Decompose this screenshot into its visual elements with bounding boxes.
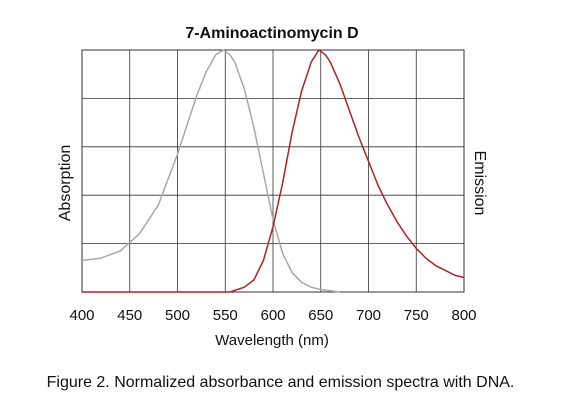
x-tick-label: 600	[260, 307, 285, 324]
x-tick-label: 800	[451, 307, 476, 324]
y-axis-label-right: Emission	[471, 151, 488, 216]
chart-title: 7-Aminoactinomycin D	[185, 25, 358, 42]
absorption-line	[81, 49, 340, 293]
x-axis-label: Wavelength (nm)	[215, 332, 329, 349]
plot-frame	[81, 49, 465, 293]
x-tick-label: 700	[356, 307, 381, 324]
x-tick-label: 450	[117, 307, 142, 324]
grid	[81, 50, 465, 292]
x-tick-label: 750	[404, 307, 429, 324]
series-layer	[81, 49, 465, 293]
x-tick-labels: 400 450 500 550 600 650 700 750 800	[69, 307, 476, 324]
emission-line	[82, 49, 465, 293]
spectra-chart: 7-Aminoactinomycin D 400 450 500 550 600 650 7…	[57, 25, 488, 349]
x-tick-label: 400	[69, 307, 94, 324]
x-tick-label: 500	[165, 307, 190, 324]
x-tick-label: 650	[308, 307, 333, 324]
y-axis-label-left: Absorption	[57, 145, 74, 222]
x-tick-label: 550	[213, 307, 238, 324]
figure-caption: Figure 2. Normalized absorbance and emis…	[46, 374, 515, 391]
